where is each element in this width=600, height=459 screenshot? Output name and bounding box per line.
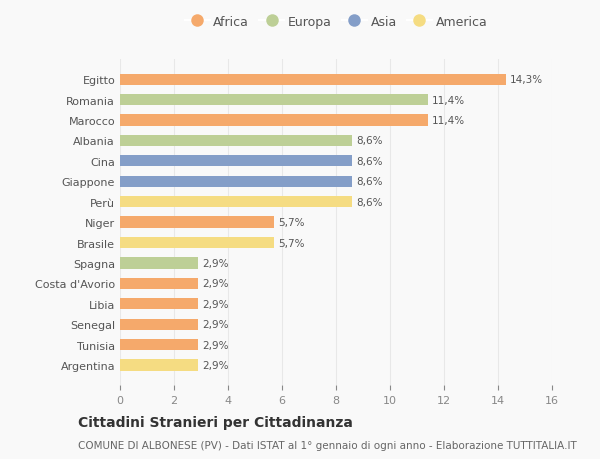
Bar <box>120 156 352 167</box>
Bar <box>120 319 198 330</box>
Text: 8,6%: 8,6% <box>356 136 383 146</box>
Text: 8,6%: 8,6% <box>356 157 383 167</box>
Text: 5,7%: 5,7% <box>278 238 304 248</box>
Text: 8,6%: 8,6% <box>356 177 383 187</box>
Bar <box>120 217 274 228</box>
Bar <box>120 115 428 126</box>
Bar <box>120 95 428 106</box>
Text: 2,9%: 2,9% <box>202 319 229 330</box>
Text: 2,9%: 2,9% <box>202 258 229 269</box>
Bar <box>120 237 274 249</box>
Text: 11,4%: 11,4% <box>432 95 465 106</box>
Legend: Africa, Europa, Asia, America: Africa, Europa, Asia, America <box>179 11 493 34</box>
Text: 2,9%: 2,9% <box>202 299 229 309</box>
Bar <box>120 176 352 187</box>
Text: 14,3%: 14,3% <box>510 75 543 85</box>
Text: 11,4%: 11,4% <box>432 116 465 126</box>
Bar <box>120 339 198 350</box>
Text: 2,9%: 2,9% <box>202 360 229 370</box>
Text: 5,7%: 5,7% <box>278 218 304 228</box>
Bar <box>120 298 198 310</box>
Bar <box>120 258 198 269</box>
Text: Cittadini Stranieri per Cittadinanza: Cittadini Stranieri per Cittadinanza <box>78 415 353 429</box>
Bar <box>120 135 352 147</box>
Text: COMUNE DI ALBONESE (PV) - Dati ISTAT al 1° gennaio di ogni anno - Elaborazione T: COMUNE DI ALBONESE (PV) - Dati ISTAT al … <box>78 440 577 450</box>
Text: 2,9%: 2,9% <box>202 340 229 350</box>
Bar <box>120 359 198 371</box>
Bar <box>120 278 198 289</box>
Text: 2,9%: 2,9% <box>202 279 229 289</box>
Bar <box>120 196 352 208</box>
Text: 8,6%: 8,6% <box>356 197 383 207</box>
Bar <box>120 74 506 86</box>
